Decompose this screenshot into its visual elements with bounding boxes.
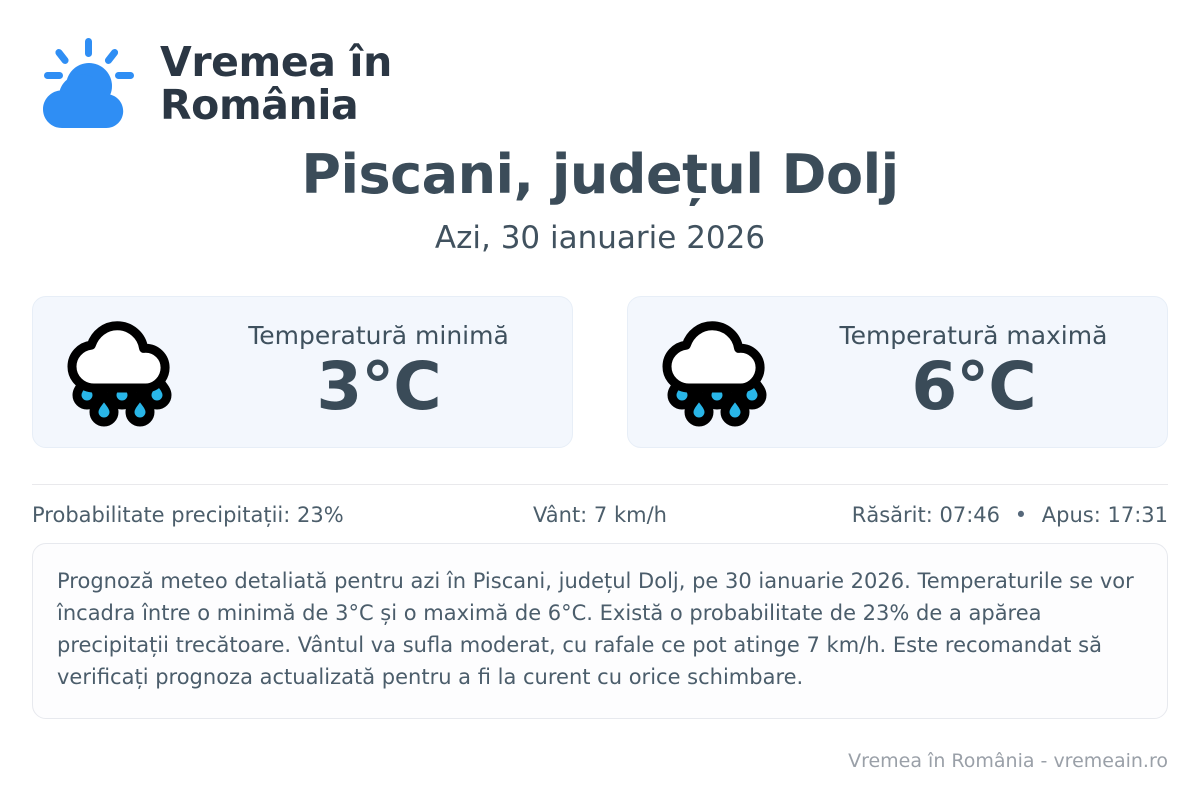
temperature-label-max: Temperatură maximă: [839, 320, 1108, 350]
page-subtitle: Azi, 30 ianuarie 2026: [434, 220, 766, 257]
temperature-value-min: 3°C: [316, 348, 441, 426]
sun-separator-dot: •: [1014, 503, 1028, 528]
rain-cloud-icon: [67, 321, 172, 427]
sunrise-time: Răsărit: 07:46: [851, 503, 1001, 528]
sun-behind-cloud-icon: [43, 38, 134, 128]
stats-row: Probabilitate precipitații: 23% Vânt: 7 …: [32, 503, 1168, 527]
wind-stat: Vânt: 7 km/h: [533, 503, 667, 528]
stats-divider: [32, 484, 1168, 486]
sunset-time: Apus: 17:31: [1041, 503, 1169, 528]
temperature-meta-min: Temperatură minimă 3°C: [207, 322, 550, 423]
page-title: Piscani, județul Dolj: [301, 143, 899, 206]
temperature-meta-max: Temperatură maximă 6°C: [802, 322, 1145, 423]
brand-header: Vremea în România: [32, 0, 1168, 128]
temperature-label-min: Temperatură minimă: [248, 320, 509, 350]
footer-credit: Vremea în România - vremeain.ro: [848, 750, 1168, 772]
temperature-value-max: 6°C: [911, 348, 1036, 426]
temperature-cards: Temperatură minimă 3°C Temper: [32, 296, 1168, 449]
precipitation-stat: Probabilitate precipitații: 23%: [32, 503, 344, 528]
brand-name: Vremea în România: [160, 38, 392, 129]
temperature-card-max: Temperatură maximă 6°C: [627, 296, 1168, 449]
title-block: Piscani, județul Dolj Azi, 30 ianuarie 2…: [32, 143, 1168, 257]
rain-cloud-icon: [662, 321, 767, 427]
sun-times-stat: Răsărit: 07:46 • Apus: 17:31: [789, 503, 1168, 527]
forecast-description: Prognoză meteo detaliată pentru azi în P…: [32, 543, 1168, 719]
temperature-card-min: Temperatură minimă 3°C: [32, 296, 573, 449]
